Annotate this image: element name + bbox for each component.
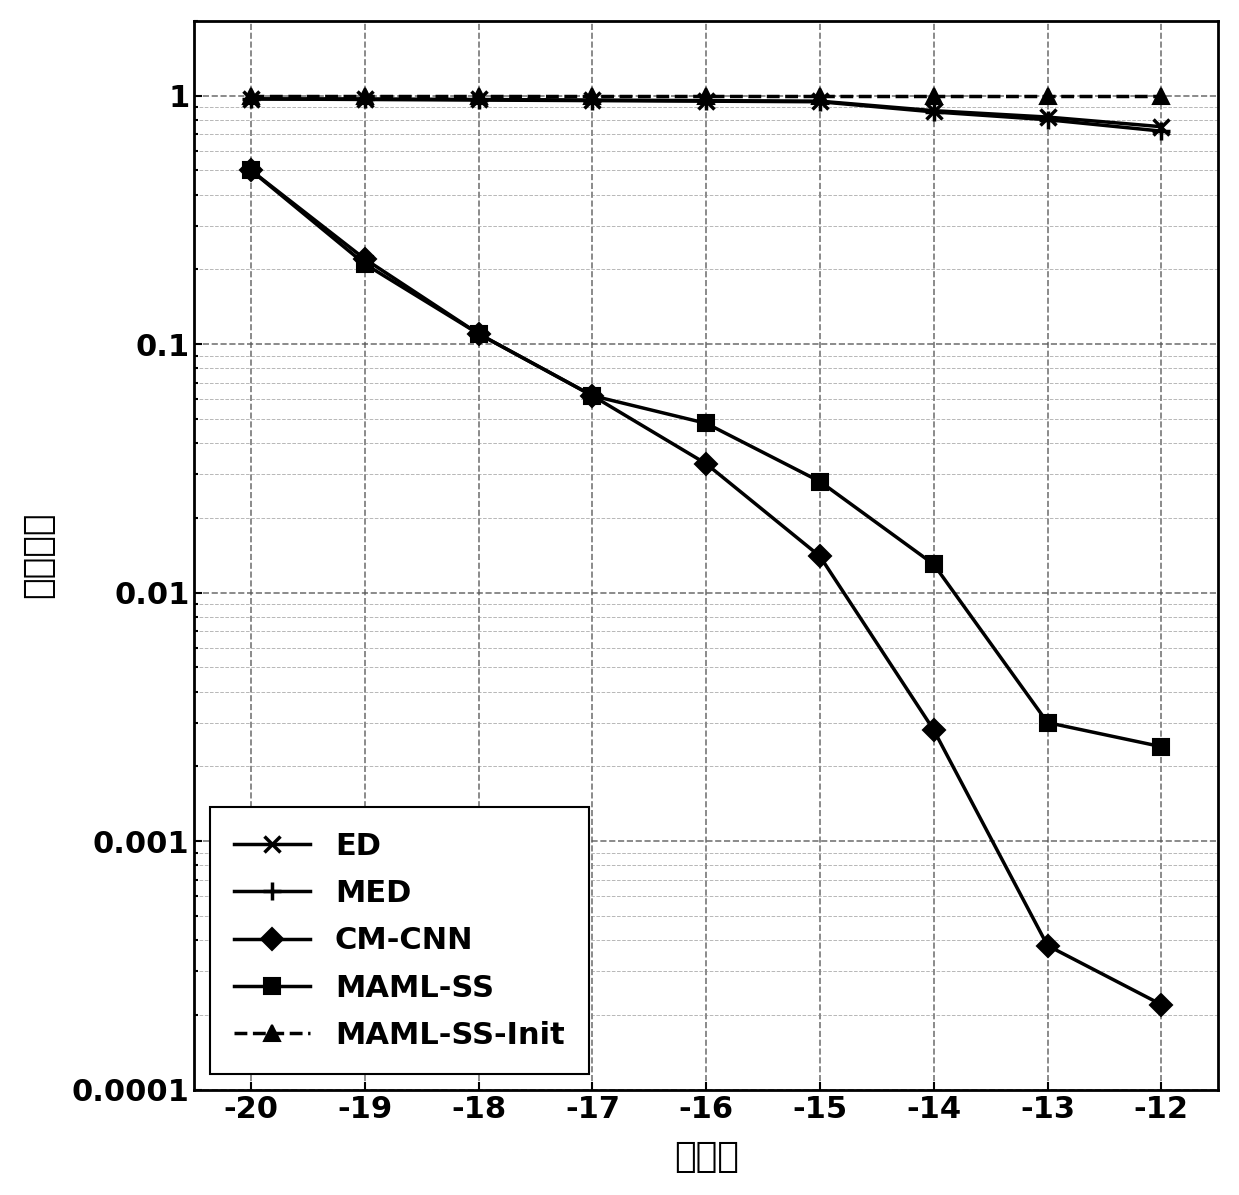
ED: [813, 94, 828, 109]
ED: [471, 92, 486, 106]
MAML-SS-Init: [358, 88, 373, 103]
X-axis label: 信噪比: 信噪比: [674, 1140, 738, 1175]
Line: MED: MED: [242, 90, 1171, 140]
MAML-SS: [585, 388, 600, 403]
MED: [585, 93, 600, 108]
MAML-SS: [358, 257, 373, 271]
MAML-SS: [244, 164, 259, 178]
MED: [471, 93, 486, 108]
ED: [1154, 120, 1168, 134]
CM-CNN: [358, 252, 373, 266]
Line: MAML-SS-Init: MAML-SS-Init: [244, 88, 1168, 104]
ED: [699, 93, 714, 108]
MAML-SS: [471, 326, 486, 341]
MAML-SS-Init: [471, 88, 486, 103]
Line: MAML-SS: MAML-SS: [244, 163, 1168, 754]
MED: [358, 92, 373, 106]
MED: [927, 105, 942, 120]
MAML-SS: [927, 557, 942, 571]
MAML-SS-Init: [585, 88, 600, 103]
MAML-SS: [1154, 740, 1168, 754]
CM-CNN: [699, 456, 714, 471]
ED: [927, 104, 942, 118]
MED: [813, 94, 828, 109]
MAML-SS-Init: [699, 88, 714, 103]
CM-CNN: [1040, 938, 1054, 952]
MED: [1040, 112, 1054, 127]
CM-CNN: [1154, 998, 1168, 1012]
MAML-SS-Init: [1154, 88, 1168, 103]
CM-CNN: [585, 388, 600, 403]
ED: [585, 93, 600, 108]
ED: [1040, 110, 1054, 124]
MAML-SS-Init: [1040, 88, 1054, 103]
Line: ED: ED: [244, 91, 1168, 134]
MAML-SS-Init: [813, 88, 828, 103]
CM-CNN: [813, 550, 828, 564]
MED: [1154, 124, 1168, 139]
Y-axis label: 漏检概率: 漏检概率: [21, 511, 55, 599]
CM-CNN: [244, 164, 259, 178]
Line: CM-CNN: CM-CNN: [244, 163, 1168, 1012]
MED: [699, 94, 714, 109]
MAML-SS: [1040, 716, 1054, 730]
Legend: ED, MED, CM-CNN, MAML-SS, MAML-SS-Init: ED, MED, CM-CNN, MAML-SS, MAML-SS-Init: [209, 807, 589, 1074]
MED: [244, 92, 259, 106]
CM-CNN: [927, 723, 942, 737]
MAML-SS-Init: [927, 88, 942, 103]
ED: [358, 92, 373, 106]
MAML-SS-Init: [244, 88, 259, 103]
MAML-SS: [813, 474, 828, 489]
ED: [244, 92, 259, 106]
MAML-SS: [699, 416, 714, 430]
CM-CNN: [471, 326, 486, 341]
